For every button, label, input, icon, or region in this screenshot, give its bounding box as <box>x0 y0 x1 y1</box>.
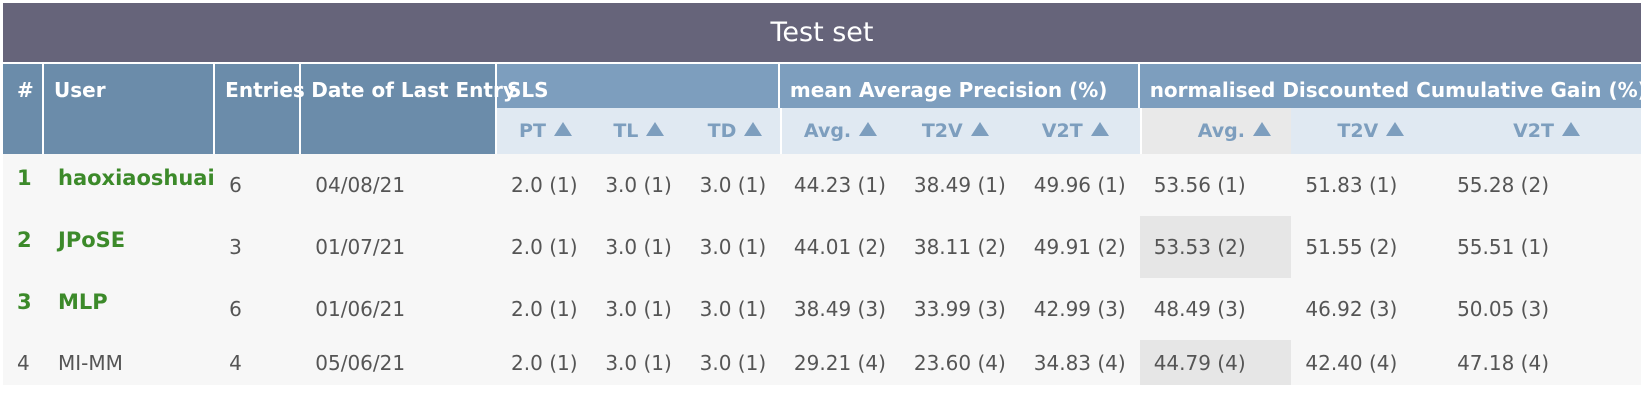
triangle-up-icon <box>744 122 763 136</box>
row-map-t2v: 38.11 (2) <box>899 216 1020 278</box>
row-entries: 6 <box>215 154 302 216</box>
row-rank: 4 <box>3 340 44 385</box>
leaderboard-table: Test set # User Entries Date of Last Ent… <box>3 3 1644 385</box>
sort-label: PT <box>519 120 546 142</box>
row-user: MI-MM <box>44 340 216 385</box>
triangle-up-icon <box>859 122 878 136</box>
row-user-link[interactable]: MLP <box>44 278 216 340</box>
row-td: 3.0 (1) <box>685 216 780 278</box>
row-entries: 6 <box>215 278 302 340</box>
row-date: 01/07/21 <box>301 216 498 278</box>
row-map-v2t: 49.96 (1) <box>1019 154 1140 216</box>
sort-label: T2V <box>1337 120 1379 142</box>
row-map-v2t: 49.91 (2) <box>1019 216 1140 278</box>
triangle-up-icon <box>1561 122 1580 136</box>
col-date-header[interactable]: Date of Last Entry <box>301 64 516 154</box>
table-title: Test set <box>3 3 1641 64</box>
triangle-up-icon <box>1090 122 1109 136</box>
row-rank: 3 <box>3 278 44 340</box>
sort-map-avg[interactable]: Avg. <box>779 108 900 154</box>
row-ndcg-avg: 53.53 (2) <box>1139 216 1292 278</box>
row-pt: 2.0 (1) <box>497 340 592 385</box>
sort-tl[interactable]: TL <box>591 108 686 154</box>
col-entries-header[interactable]: Entries <box>215 64 305 154</box>
row-ndcg-v2t: 55.51 (1) <box>1443 216 1641 278</box>
row-map-v2t: 42.99 (3) <box>1019 278 1140 340</box>
triangle-up-icon <box>970 122 989 136</box>
row-map-avg: 44.23 (1) <box>779 154 900 216</box>
triangle-up-icon <box>646 122 665 136</box>
row-ndcg-t2v: 51.55 (2) <box>1291 216 1444 278</box>
group-map-header: mean Average Precision (%) <box>779 64 1140 108</box>
row-entries: 3 <box>215 216 302 278</box>
row-ndcg-v2t: 55.28 (2) <box>1443 154 1641 216</box>
row-map-avg: 29.21 (4) <box>779 340 900 385</box>
row-rank: 1 <box>3 154 44 216</box>
table-row: 3 MLP 6 01/06/21 2.0 (1) 3.0 (1) 3.0 (1)… <box>3 278 1641 340</box>
row-user-link[interactable]: JPoSE <box>44 216 216 278</box>
group-sls-header: SLS <box>497 64 780 108</box>
sort-label: TL <box>613 120 639 142</box>
row-ndcg-avg: 44.79 (4) <box>1139 340 1292 385</box>
row-tl: 3.0 (1) <box>591 340 686 385</box>
row-date: 04/08/21 <box>301 154 498 216</box>
triangle-up-icon <box>1252 122 1271 136</box>
row-ndcg-v2t: 50.05 (3) <box>1443 278 1641 340</box>
row-tl: 3.0 (1) <box>591 216 686 278</box>
row-ndcg-avg: 53.56 (1) <box>1139 154 1292 216</box>
triangle-up-icon <box>553 122 572 136</box>
row-date: 05/06/21 <box>301 340 498 385</box>
col-rank-header[interactable]: # <box>3 64 44 154</box>
row-ndcg-avg: 48.49 (3) <box>1139 278 1292 340</box>
sort-label: T2V <box>921 120 963 142</box>
table-row: 4 MI-MM 4 05/06/21 2.0 (1) 3.0 (1) 3.0 (… <box>3 340 1641 385</box>
row-date: 01/06/21 <box>301 278 498 340</box>
row-tl: 3.0 (1) <box>591 154 686 216</box>
row-ndcg-t2v: 51.83 (1) <box>1291 154 1444 216</box>
sort-pt[interactable]: PT <box>497 108 592 154</box>
row-td: 3.0 (1) <box>685 278 780 340</box>
row-entries: 4 <box>215 340 302 385</box>
sort-label: Avg. <box>803 120 852 142</box>
col-user-header[interactable]: User <box>44 64 216 154</box>
sort-map-v2t[interactable]: V2T <box>1019 108 1140 154</box>
group-ndcg-header: normalised Discounted Cumulative Gain (%… <box>1139 64 1644 108</box>
row-pt: 2.0 (1) <box>497 154 592 216</box>
sort-ndcg-avg[interactable]: Avg. <box>1139 108 1292 154</box>
sort-ndcg-t2v[interactable]: T2V <box>1291 108 1444 154</box>
sort-label: V2T <box>1041 120 1083 142</box>
sort-label: V2T <box>1513 120 1554 142</box>
row-td: 3.0 (1) <box>685 340 780 385</box>
row-map-avg: 38.49 (3) <box>779 278 900 340</box>
row-user-link[interactable]: haoxiaoshuai <box>44 154 216 216</box>
row-pt: 2.0 (1) <box>497 216 592 278</box>
row-tl: 3.0 (1) <box>591 278 686 340</box>
sort-ndcg-v2t[interactable]: V2T <box>1443 108 1641 154</box>
row-ndcg-t2v: 46.92 (3) <box>1291 278 1444 340</box>
triangle-up-icon <box>1386 122 1405 136</box>
sort-label: TD <box>707 120 737 142</box>
table-row: 2 JPoSE 3 01/07/21 2.0 (1) 3.0 (1) 3.0 (… <box>3 216 1641 278</box>
leaderboard: Test set # User Entries Date of Last Ent… <box>3 3 1644 385</box>
row-map-t2v: 33.99 (3) <box>899 278 1020 340</box>
row-map-t2v: 38.49 (1) <box>899 154 1020 216</box>
row-map-t2v: 23.60 (4) <box>899 340 1020 385</box>
row-ndcg-t2v: 42.40 (4) <box>1291 340 1444 385</box>
row-rank: 2 <box>3 216 44 278</box>
row-map-v2t: 34.83 (4) <box>1019 340 1140 385</box>
row-ndcg-v2t: 47.18 (4) <box>1443 340 1641 385</box>
sort-td[interactable]: TD <box>685 108 780 154</box>
row-map-avg: 44.01 (2) <box>779 216 900 278</box>
sort-map-t2v[interactable]: T2V <box>899 108 1020 154</box>
row-pt: 2.0 (1) <box>497 278 592 340</box>
sort-label: Avg. <box>1197 120 1245 142</box>
row-td: 3.0 (1) <box>685 154 780 216</box>
table-row: 1 haoxiaoshuai 6 04/08/21 2.0 (1) 3.0 (1… <box>3 154 1641 216</box>
